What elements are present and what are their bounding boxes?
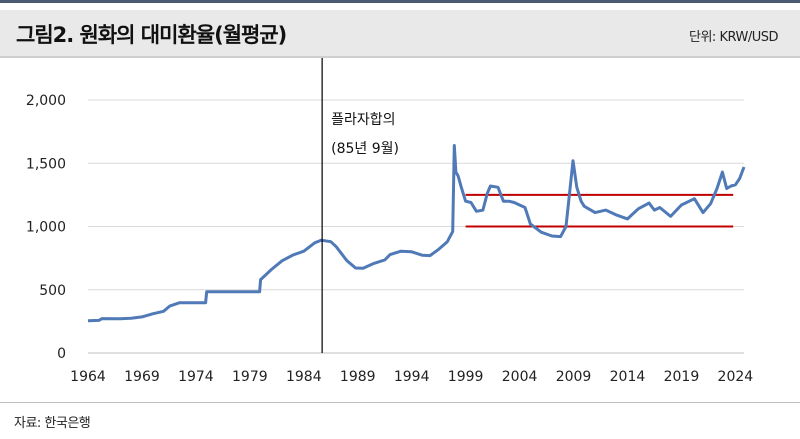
source-divider [0, 402, 800, 403]
x-tick-label: 2014 [610, 369, 646, 385]
x-tick-label: 1999 [448, 369, 484, 385]
y-tick-label: 0 [57, 346, 66, 362]
y-tick-label: 2,000 [26, 93, 66, 109]
exchange-rate-chart: 0 500 1,000 1,500 2,000 1964 1969 1974 1979 1984… [26, 58, 753, 385]
x-tick-label: 1974 [178, 369, 214, 385]
reference-lines [465, 193, 734, 228]
y-tick-label: 1,500 [26, 156, 66, 172]
y-tick-label: 500 [39, 283, 66, 299]
series-line-krw-usd [87, 144, 746, 323]
x-tick-label: 1979 [232, 369, 268, 385]
x-tick-label: 1989 [340, 369, 376, 385]
source-note: 자료: 한국은행 [14, 416, 91, 431]
y-axis-tick-labels: 0 500 1,000 1,500 2,000 [26, 93, 66, 362]
x-tick-label: 2009 [556, 369, 592, 385]
x-tick-label: 1969 [124, 369, 160, 385]
figure-title: 그림2. 원화의 대미환율(월평균) [16, 23, 287, 47]
top-rule [0, 0, 800, 3]
x-tick-label: 2019 [664, 369, 700, 385]
x-tick-label: 1984 [286, 369, 322, 385]
x-tick-label: 2024 [718, 369, 754, 385]
annotation-line-1: 플라자합의 [331, 112, 395, 128]
unit-label: 단위: KRW/USD [689, 30, 778, 45]
x-tick-label: 1964 [70, 369, 106, 385]
title-bar: 그림2. 원화의 대미환율(월평균) 단위: KRW/USD [0, 10, 800, 58]
x-tick-label: 1994 [394, 369, 430, 385]
y-tick-label: 1,000 [26, 220, 66, 236]
annotation-line-2: (85년 9월) [331, 141, 399, 157]
x-axis-tick-labels: 1964 1969 1974 1979 1984 1989 1994 1999 2004 2009… [70, 369, 753, 385]
chart-area: 0 500 1,000 1,500 2,000 1964 1969 1974 1979 1984… [0, 56, 800, 396]
x-tick-label: 2004 [502, 369, 538, 385]
